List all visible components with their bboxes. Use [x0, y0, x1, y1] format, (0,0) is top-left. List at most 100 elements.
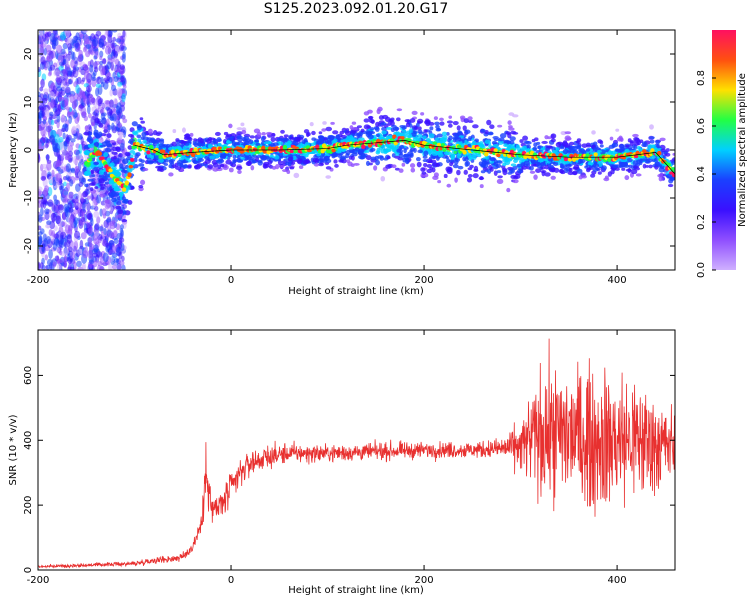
- spectrogram-cell: [287, 161, 292, 167]
- spectrogram-cell: [158, 155, 163, 159]
- spectrogram-cell: [621, 167, 626, 171]
- colorbar: 0.0 0.2 0.4 0.6 0.8 Normalized spectral ampl…: [696, 30, 748, 278]
- spectrogram-cell: [394, 144, 399, 150]
- spectrogram-cell: [633, 141, 640, 146]
- spectrogram-cell: [567, 146, 573, 150]
- spectrogram-cell: [615, 128, 620, 132]
- spectrogram-cell: [119, 44, 125, 52]
- spectrogram-cell: [552, 161, 559, 167]
- spectrogram-cell: [555, 142, 562, 148]
- spectrogram-cell: [423, 163, 428, 167]
- spectrogram-cell: [496, 160, 503, 164]
- spectrogram-cell: [207, 164, 214, 170]
- spectrogram-cell: [120, 75, 125, 83]
- spectrogram-cell: [380, 149, 387, 154]
- spectrogram-cell: [64, 209, 70, 218]
- x-tick-label: 400: [608, 575, 627, 586]
- spectrogram-cell: [480, 128, 486, 133]
- spectrogram-cell: [404, 157, 410, 162]
- spectrogram-cell: [421, 171, 427, 175]
- spectrogram-cell: [375, 150, 381, 155]
- spectrogram-cell: [42, 33, 47, 42]
- spectrogram-cell: [497, 140, 504, 146]
- spectrogram-cell: [40, 207, 44, 217]
- spectrogram-cell: [86, 202, 91, 212]
- spectrogram-cell: [92, 244, 99, 253]
- spectrogram-cell: [391, 164, 397, 169]
- spectrogram-cell: [104, 99, 111, 105]
- spectrogram-cell: [318, 131, 323, 135]
- spectrogram-cell: [457, 165, 464, 170]
- spectrogram-cell: [502, 162, 507, 167]
- spectrogram-cell: [69, 179, 74, 187]
- spectrogram-cell: [322, 121, 327, 125]
- spectrogram-cell: [420, 167, 426, 172]
- chart-title: S125.2023.092.01.20.G17: [263, 1, 449, 17]
- spectrogram-cell: [122, 84, 127, 90]
- spectrogram-cell: [122, 204, 127, 209]
- spectrogram-cell: [544, 172, 551, 177]
- spectrogram-cell: [38, 96, 43, 106]
- spectrogram-cell: [636, 159, 642, 164]
- spectrogram-cell: [73, 240, 79, 251]
- spectrogram-cell: [98, 38, 105, 48]
- spectrogram-cell: [478, 176, 485, 180]
- spectrogram-cell: [164, 159, 169, 163]
- spectrogram-cell: [100, 156, 105, 160]
- spectrogram-cell: [434, 121, 440, 126]
- spectrogram-cell: [363, 111, 370, 116]
- spectrogram-cell: [68, 246, 73, 253]
- spectrogram-cell: [432, 162, 439, 167]
- spectrogram-cell: [176, 159, 184, 165]
- spectrogram-cell: [109, 89, 113, 97]
- spectrogram-cell: [53, 237, 60, 246]
- spectrogram-cell: [519, 139, 524, 144]
- spectrogram-x-label: Height of straight line (km): [288, 286, 424, 297]
- spectrogram-cell: [479, 184, 484, 189]
- spectrogram-cell: [254, 139, 260, 143]
- spectrogram-cell: [98, 178, 105, 184]
- spectrogram-cell: [104, 147, 111, 153]
- spectrogram-cell: [577, 159, 583, 165]
- spectrogram-cell: [115, 109, 121, 115]
- spectrogram-cell: [140, 136, 145, 140]
- spectrogram-cell: [70, 138, 76, 143]
- spectrogram-cell: [360, 128, 365, 133]
- spectrogram-cell: [88, 182, 95, 186]
- spectrogram-cell: [43, 88, 49, 94]
- spectrogram-cell: [396, 108, 403, 112]
- spectrogram-cell: [368, 130, 374, 134]
- spectrogram-cell: [351, 127, 358, 131]
- spectrogram-cell: [437, 180, 442, 184]
- spectrogram-cell: [384, 116, 391, 123]
- spectrogram-cell: [87, 143, 95, 149]
- spectrogram-cell: [561, 141, 569, 147]
- spectrogram-cell: [183, 133, 191, 138]
- spectrogram-cell: [52, 261, 57, 268]
- spectrogram-cell: [112, 245, 116, 254]
- spectrogram-cell: [78, 171, 83, 178]
- spectrogram-cell: [378, 115, 385, 120]
- spectrogram-cell: [83, 166, 87, 173]
- spectrogram-cell: [67, 43, 72, 50]
- spectrogram-cell: [454, 136, 462, 140]
- spectrogram-cell: [38, 261, 41, 270]
- spectrogram-cell: [71, 111, 75, 116]
- spectrogram-cell: [78, 181, 84, 187]
- spectrogram-cell: [541, 140, 548, 144]
- spectrogram-cell: [204, 159, 211, 165]
- spectrogram-cell: [38, 153, 41, 163]
- spectrogram-cell: [463, 169, 468, 175]
- spectrogram-cell: [92, 38, 99, 47]
- spectrogram-cell: [45, 154, 50, 162]
- spectrogram-cell: [394, 155, 400, 159]
- spectrogram-cell: [68, 79, 72, 85]
- spectrogram-cell: [578, 148, 583, 153]
- y-tick-label: 400: [23, 431, 34, 450]
- spectrogram-cell: [347, 161, 353, 167]
- spectrogram-cell: [420, 112, 425, 116]
- spectrogram-cell: [405, 122, 410, 128]
- spectrogram-cell: [84, 183, 89, 188]
- spectrogram-cell: [42, 103, 46, 111]
- spectrogram-cell: [633, 165, 639, 169]
